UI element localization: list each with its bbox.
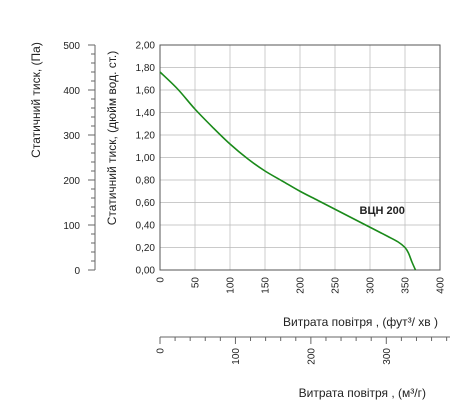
airflow-cfm-tick-label: 300 — [366, 277, 377, 294]
airflow-cfm-axis-label: Витрата повітря , (фут³/ хв ) — [283, 315, 438, 329]
airflow-m3h-tick-label: 0 — [156, 348, 167, 354]
airflow-m3h-tick-label: 100 — [231, 348, 242, 365]
airflow-cfm-tick-label: 0 — [156, 277, 167, 283]
pressure-inwg-tick-label: 1,80 — [136, 63, 156, 74]
pressure-pa-tick-label: 200 — [63, 176, 80, 187]
airflow-cfm-tick-label: 200 — [296, 277, 307, 294]
series-line-vcn-200 — [159, 71, 417, 271]
pressure-pa-tick-label: 500 — [63, 41, 80, 52]
pressure-inwg-tick-label: 0,80 — [136, 176, 156, 187]
airflow-cfm-tick-label: 400 — [436, 277, 447, 294]
pressure-inwg-tick-label: 2,00 — [136, 41, 156, 52]
pressure-pa-axis-label: Статичний тиск, (Па) — [29, 42, 43, 158]
pressure-inwg-tick-label: 0,20 — [136, 243, 156, 254]
airflow-cfm-tick-label: 100 — [226, 277, 237, 294]
series-annotation-label: ВЦН 200 — [360, 205, 405, 217]
airflow-m3h-axis: 0100200300400500600 — [156, 336, 450, 365]
pressure-pa-tick-label: 0 — [74, 266, 80, 277]
airflow-cfm-tick-label: 150 — [261, 277, 272, 294]
pressure-inwg-axis: 0,00 0,20 0,40 0,60 0,80 1,00 1,20 1,40 1,60 1,80… — [136, 41, 156, 277]
pressure-inwg-tick-label: 1,40 — [136, 108, 156, 119]
plot-frame — [159, 44, 441, 271]
plot-grid — [159, 44, 441, 271]
pressure-pa-tick-label: 300 — [63, 131, 80, 142]
pressure-pa-tick-label: 100 — [63, 221, 80, 232]
airflow-cfm-axis: 0 50 100 150 200 250 300 350 400 — [156, 277, 447, 294]
airflow-m3h-axis-label: Витрата повітря , (м³/г) — [299, 386, 426, 400]
airflow-cfm-tick-label: 50 — [191, 277, 202, 289]
pressure-inwg-tick-label: 0,00 — [136, 266, 156, 277]
pressure-pa-tick-label: 400 — [63, 86, 80, 97]
series-group — [159, 71, 417, 271]
airflow-m3h-tick-label: 200 — [306, 348, 317, 365]
airflow-cfm-tick-label: 350 — [401, 277, 412, 294]
pressure-pa-axis: 0 100 200 300 400 500 — [63, 41, 96, 277]
pressure-inwg-tick-label: 1,20 — [136, 131, 156, 142]
airflow-m3h-tick-label: 300 — [382, 348, 393, 365]
pressure-inwg-tick-label: 0,40 — [136, 221, 156, 232]
pressure-inwg-tick-label: 1,00 — [136, 153, 156, 164]
pressure-inwg-tick-label: 1,60 — [136, 86, 156, 97]
airflow-cfm-tick-label: 250 — [331, 277, 342, 294]
pressure-inwg-axis-label: Статичний тиск, (дюйм вод. ст.) — [105, 51, 119, 225]
pressure-inwg-tick-label: 0,60 — [136, 198, 156, 209]
